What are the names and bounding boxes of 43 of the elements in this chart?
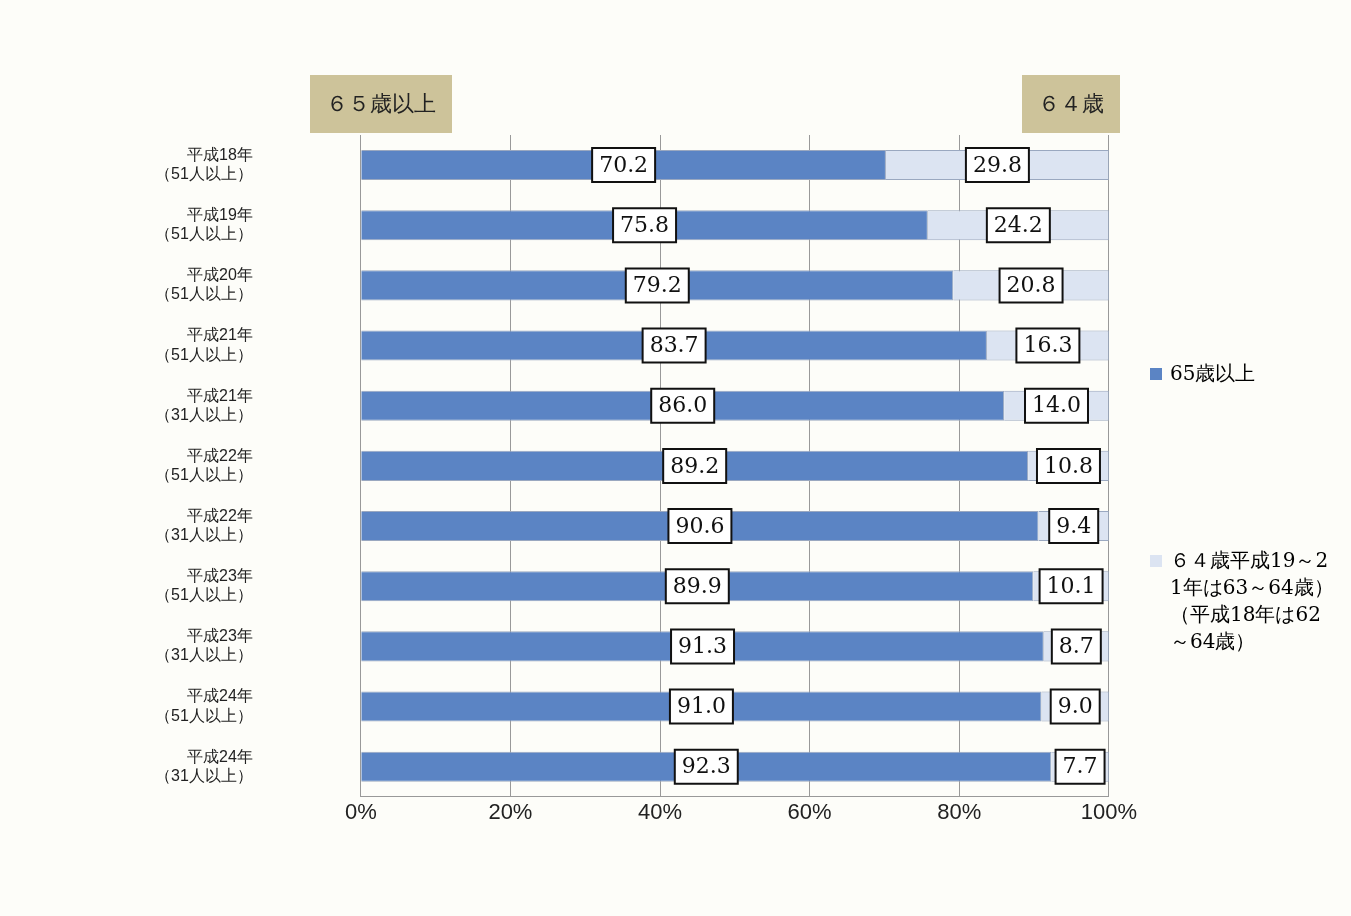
legend-label: 65歳以上 (1170, 360, 1256, 387)
data-label: 70.2 (599, 151, 649, 177)
x-tick-label: 60% (787, 799, 832, 825)
data-label: 7.7 (1062, 753, 1098, 779)
data-label: 86.0 (658, 392, 708, 418)
x-tick-label: 40% (638, 799, 683, 825)
data-label: 90.6 (675, 512, 725, 538)
data-label: 91.3 (678, 633, 728, 659)
data-label: 24.2 (993, 211, 1043, 237)
text: ６４歳 (1022, 75, 1120, 133)
legend-label: ６４歳平成19～21年は63～64歳）（平成18年は62～64歳） (1170, 547, 1335, 655)
x-tick-label: 20% (488, 799, 533, 825)
x-tick-label: 80% (937, 799, 982, 825)
y-tick-label: 平成22年（31人以上） (155, 506, 253, 544)
data-label: 9.0 (1057, 693, 1093, 719)
y-tick-label: 平成22年（51人以上） (155, 446, 253, 483)
y-tick-label: 平成21年（31人以上） (155, 386, 253, 423)
data-label: 10.8 (1043, 452, 1093, 478)
data-label: 79.2 (632, 272, 682, 298)
data-label: 14.0 (1032, 392, 1081, 418)
x-tick-label: 0% (344, 799, 377, 825)
data-label: 89.2 (670, 452, 720, 478)
y-tick-label: 平成20年（51人以上） (155, 266, 253, 303)
data-label: 89.9 (672, 572, 722, 598)
data-label: 75.8 (620, 211, 670, 237)
data-label: 92.3 (681, 753, 731, 779)
data-label: 29.8 (972, 151, 1022, 177)
data-label: 20.8 (1006, 272, 1056, 298)
x-tick-label: 100% (1080, 799, 1138, 825)
y-tick-label: 平成21年（51人以上） (155, 326, 253, 363)
data-label: 8.7 (1058, 633, 1094, 659)
y-tick-label: 平成19年（51人以上） (155, 206, 253, 243)
y-tick-label: 平成23年（51人以上） (155, 567, 253, 604)
y-tick-label: 平成24年（31人以上） (155, 747, 253, 784)
data-label: 10.1 (1046, 572, 1096, 598)
text: ６５歳以上 (310, 75, 452, 133)
y-tick-label: 平成18年（51人以上） (155, 145, 253, 183)
y-tick-label: 平成23年（31人以上） (155, 627, 253, 664)
data-label: 83.7 (649, 332, 699, 358)
data-label: 9.4 (1056, 512, 1092, 538)
data-label: 16.3 (1023, 332, 1073, 358)
y-tick-label: 平成24年（51人以上） (155, 687, 253, 724)
data-label: 91.0 (676, 693, 726, 719)
